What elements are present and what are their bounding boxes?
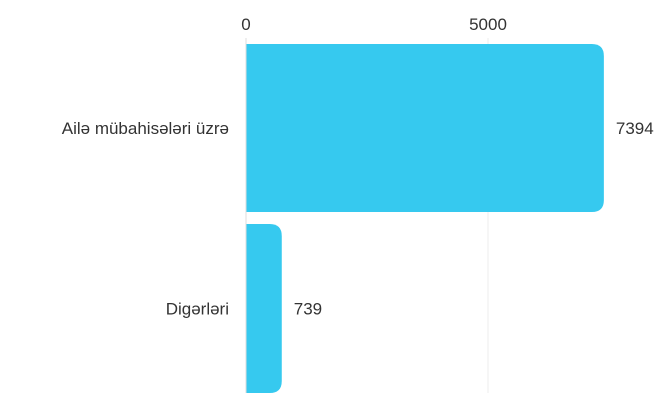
bars	[246, 44, 604, 393]
x-tick-label-0: 0	[241, 15, 250, 34]
category-label-2: Digərləri	[166, 300, 229, 319]
data-labels: 7394 739	[294, 119, 654, 319]
data-label-2: 739	[294, 300, 322, 319]
category-labels: Ailə mübahisələri üzrə Digərləri	[62, 119, 229, 319]
bar-1[interactable]	[246, 44, 604, 212]
bar-2[interactable]	[246, 224, 282, 393]
x-tick-label-5000: 5000	[469, 15, 507, 34]
x-axis-ticks: 0 5000	[241, 15, 507, 34]
category-label-1: Ailə mübahisələri üzrə	[62, 119, 229, 138]
data-label-1: 7394	[616, 119, 654, 138]
